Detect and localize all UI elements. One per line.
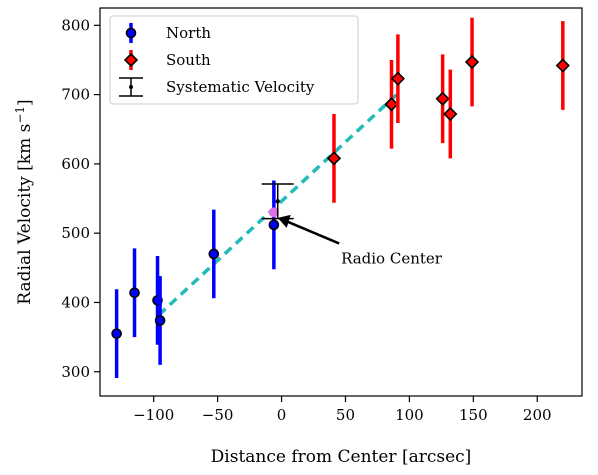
y-tick-label: 500 (61, 224, 90, 242)
south-point (390, 71, 406, 86)
x-axis-label: Distance from Center [arcsec] (211, 447, 472, 467)
y-axis-label-unit-exponent: −1 (13, 106, 27, 124)
legend-label: North (166, 24, 211, 42)
y-axis-label: Radial Velocity [km s−1] (13, 99, 35, 304)
north-point (129, 287, 140, 299)
y-axis-ticks: 300 400 500 600 700 800 (61, 16, 100, 381)
x-tick-label: 150 (459, 406, 488, 424)
south-point (384, 97, 399, 112)
annotation-layer: Radio Center (277, 214, 443, 267)
legend-marker (123, 52, 139, 68)
x-tick-label: 0 (277, 406, 287, 424)
y-tick-label: 700 (61, 86, 90, 104)
plot-frame (99, 7, 583, 397)
legend-label: Systematic Velocity (166, 78, 315, 96)
fit-line-layer (157, 93, 398, 317)
legend-systematic-velocity-point (129, 85, 133, 89)
x-tick-label: 50 (336, 406, 355, 424)
south-point (555, 58, 570, 73)
y-tick-label: 300 (61, 363, 90, 381)
south-point (435, 91, 450, 106)
north-point (208, 248, 220, 260)
south-point (326, 151, 342, 166)
x-tick-label: −50 (202, 406, 234, 424)
south-point (464, 54, 480, 70)
x-tick-label: 100 (395, 406, 424, 424)
x-tick-label: 200 (523, 406, 552, 424)
fit-line (157, 93, 398, 317)
x-axis-ticks: −100 −50 0 50 100 150 200 (133, 396, 552, 424)
x-tick-label: −100 (133, 406, 174, 424)
north-point (154, 315, 166, 326)
y-tick-label: 400 (61, 293, 90, 311)
south-point (443, 106, 458, 122)
annotation-arrowhead (277, 214, 291, 228)
legend-marker (125, 27, 137, 39)
systematic-velocity-point (275, 199, 280, 204)
y-tick-label: 600 (61, 155, 90, 173)
north-point (268, 219, 280, 231)
data-points-layer (111, 17, 570, 378)
legend-box (109, 15, 359, 105)
north-point (111, 328, 122, 339)
center-marker (268, 207, 279, 218)
annotation-arrow-shaft (285, 219, 340, 245)
legend-label: South (166, 51, 211, 69)
y-tick-label: 800 (61, 16, 90, 34)
systematic-velocity-layer (261, 183, 294, 220)
annotation-label: Radio Center (341, 249, 443, 267)
legend: North South Systematic Velocity (109, 15, 359, 105)
